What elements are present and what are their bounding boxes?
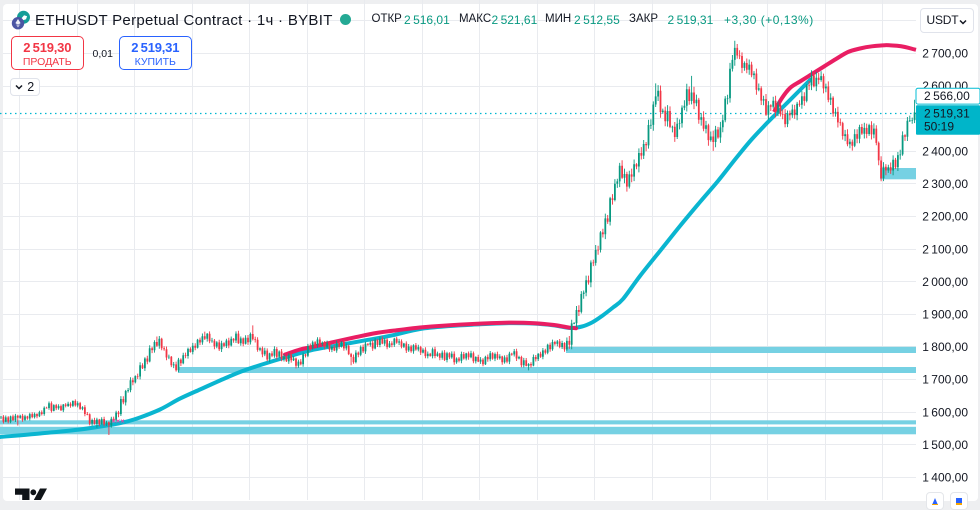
svg-text:2 200,00: 2 200,00 — [922, 210, 968, 224]
svg-text:2 100,00: 2 100,00 — [922, 242, 968, 256]
svg-text:2 566,00: 2 566,00 — [924, 89, 970, 103]
svg-text:1 600,00: 1 600,00 — [922, 405, 968, 419]
svg-text:2 519,31: 2 519,31 — [924, 106, 970, 120]
svg-text:2 000,00: 2 000,00 — [922, 275, 968, 289]
svg-text:1 900,00: 1 900,00 — [922, 308, 968, 322]
svg-text:1 800,00: 1 800,00 — [922, 340, 968, 354]
svg-text:1 700,00: 1 700,00 — [922, 373, 968, 387]
svg-text:50:19: 50:19 — [924, 119, 954, 133]
svg-text:1 500,00: 1 500,00 — [922, 438, 968, 452]
svg-text:2 300,00: 2 300,00 — [922, 177, 968, 191]
svg-text:2 400,00: 2 400,00 — [922, 145, 968, 159]
svg-text:2 700,00: 2 700,00 — [922, 47, 968, 61]
svg-text:1 400,00: 1 400,00 — [922, 471, 968, 485]
